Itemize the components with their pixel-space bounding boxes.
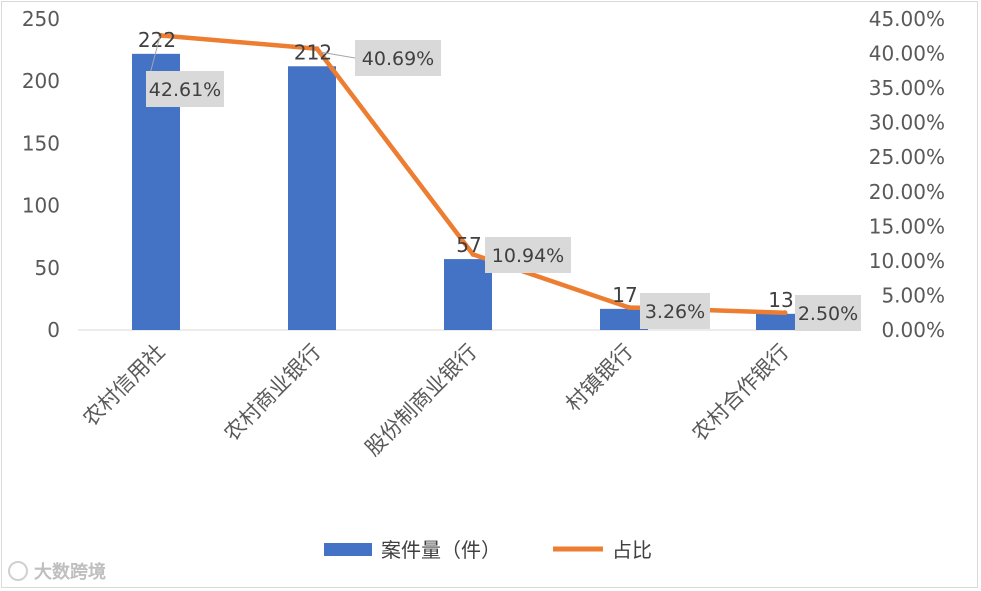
x-category-label: 农村信用社 xyxy=(78,340,169,431)
percent-label-box xyxy=(146,71,224,107)
watermark-text: 大数跨境 xyxy=(34,561,106,583)
y-right-tick-label: 15.00% xyxy=(869,214,945,238)
y-right-tick-label: 45.00% xyxy=(869,7,945,31)
watermark-logo-icon xyxy=(8,561,28,581)
x-category-label: 农村合作银行 xyxy=(687,340,793,446)
x-category-label: 村镇银行 xyxy=(561,340,637,416)
leader-line xyxy=(149,35,161,75)
bar-value-label: 57 xyxy=(456,233,481,257)
y-left-tick-label: 150 xyxy=(22,131,60,155)
percent-label: 10.94% xyxy=(492,245,564,267)
percent-label-box xyxy=(485,237,571,273)
bar-value-label: 212 xyxy=(294,40,332,64)
legend-label-line: 占比 xyxy=(612,538,652,562)
legend-label-bar: 案件量（件） xyxy=(381,538,501,562)
x-category-label: 农村商业银行 xyxy=(219,340,325,446)
legend-swatch-bar xyxy=(324,543,372,556)
bar xyxy=(756,313,804,330)
y-right-tick-label: 25.00% xyxy=(869,145,945,169)
percent-label: 3.26% xyxy=(645,301,705,323)
y-right-tick-label: 40.00% xyxy=(869,42,945,66)
percent-point xyxy=(470,251,476,257)
bar xyxy=(600,308,648,330)
y-left-axis: 0 50 100 150 200 250 xyxy=(22,7,60,342)
y-left-tick-label: 200 xyxy=(22,69,60,93)
percent-label: 40.69% xyxy=(362,48,434,70)
watermark: 大数跨境 xyxy=(8,561,106,583)
x-category-label: 股份制商业银行 xyxy=(361,340,482,461)
y-left-tick-label: 0 xyxy=(47,318,60,342)
y-right-tick-label: 5.00% xyxy=(881,283,945,307)
percent-label-box xyxy=(355,40,441,76)
y-right-tick-label: 35.00% xyxy=(869,76,945,100)
y-left-tick-label: 100 xyxy=(22,194,60,218)
bar-series xyxy=(132,53,804,330)
y-right-tick-label: 30.00% xyxy=(869,111,945,135)
bar xyxy=(288,66,336,330)
bar xyxy=(444,259,492,330)
x-axis-category-labels: 农村信用社 农村商业银行 股份制商业银行 村镇银行 农村合作银行 xyxy=(78,340,793,461)
percent-data-labels: 42.61% 40.69% 10.94% 3.26% 2.50% xyxy=(146,35,861,331)
legend: 案件量（件） 占比 xyxy=(324,538,652,562)
percent-label: 42.61% xyxy=(149,79,221,101)
y-right-tick-label: 0.00% xyxy=(881,318,945,342)
percent-point xyxy=(314,46,320,52)
percent-label-box xyxy=(640,293,710,329)
y-right-axis: 0.00% 5.00% 10.00% 15.00% 20.00% 25.00% 30.00%… xyxy=(869,7,945,342)
y-right-tick-label: 10.00% xyxy=(869,249,945,273)
bar-value-label: 17 xyxy=(612,283,637,307)
y-left-tick-label: 50 xyxy=(35,256,60,280)
y-left-tick-label: 250 xyxy=(22,7,60,31)
percent-label-box xyxy=(795,295,861,331)
bar-value-label: 13 xyxy=(768,288,793,312)
percent-point xyxy=(626,304,632,310)
percent-label: 2.50% xyxy=(798,303,858,325)
percent-point xyxy=(782,310,788,316)
y-right-tick-label: 20.00% xyxy=(869,180,945,204)
leader-line xyxy=(319,51,356,59)
